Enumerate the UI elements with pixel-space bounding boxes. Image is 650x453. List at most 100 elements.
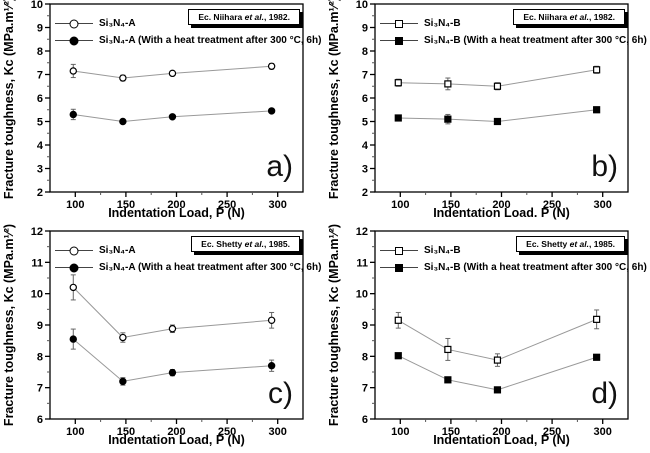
x-tick-label: 200 [492, 426, 510, 438]
x-tick-label: 200 [167, 426, 185, 438]
reference-et-al: et al. [244, 239, 264, 249]
x-tick-label: 150 [442, 199, 460, 211]
chart-panel-d: 100 150 200 250 300 6 7 8 9 10 11 12 Fracture tough… [325, 224, 650, 453]
open-circle-marker-icon [69, 19, 79, 28]
open-square-marker-icon [395, 246, 403, 255]
legend-item: Si₃N₄-B (With a heat treatment after 300… [380, 32, 647, 49]
series-line [73, 65, 272, 79]
reference-text: Ec. Niihara [523, 12, 570, 22]
y-tick-label: 7 [362, 70, 368, 82]
x-tick-label: 100 [66, 426, 84, 438]
reference-et-al: et al. [569, 239, 589, 249]
y-tick-label: 10 [31, 0, 43, 11]
y-tick-label: 5 [37, 117, 43, 129]
data-point-marker [119, 117, 127, 126]
data-point-marker [119, 377, 127, 386]
x-axis-label: Indentation Load, P (N) [108, 433, 245, 447]
y-tick-label: 10 [356, 0, 368, 11]
y-tick-label: 4 [37, 140, 44, 152]
x-axis-label: Indentation Load, P (N) [108, 206, 245, 220]
reference-text: Ec. Shetty [526, 239, 570, 249]
data-point-marker [267, 362, 276, 370]
legend-item: Si₃N₄-A (With a heat treatment after 300… [55, 259, 321, 276]
y-tick-label: 6 [37, 414, 43, 426]
x-tick-label: 100 [66, 199, 84, 211]
y-tick-label: 9 [37, 320, 43, 332]
x-tick-label: 300 [269, 426, 287, 438]
y-tick-label: 11 [31, 257, 43, 269]
chart-plot-a: 100 150 200 250 300 2 3 4 5 6 7 8 9 10 [31, 0, 304, 211]
data-point-marker [593, 106, 601, 114]
y-tick-label: 6 [362, 414, 368, 426]
filled-square-marker-icon [395, 263, 403, 272]
y-tick-label: 9 [362, 320, 368, 332]
legend-label: Si₃N₄-A [99, 245, 136, 256]
y-tick-label: 9 [37, 23, 43, 35]
data-point-marker [69, 110, 77, 119]
x-tick-label: 150 [442, 426, 460, 438]
x-tick-label: 250 [218, 426, 236, 438]
data-point-marker [394, 114, 402, 122]
reference-year: , 1982. [264, 12, 290, 22]
data-point-marker [593, 66, 601, 74]
legend-label: Si₃N₄-A (With a heat treatment after 300… [99, 262, 322, 273]
y-tick-label: 8 [37, 351, 43, 363]
legend: Si₃N₄-A Si₃N₄-A (With a heat treatment a… [55, 15, 321, 49]
data-point-marker [168, 368, 177, 377]
y-tick-label: 6 [362, 93, 368, 105]
chart-plot-c: 100 150 200 250 300 6 7 8 9 10 11 12 [31, 227, 304, 438]
data-point-marker [394, 79, 402, 87]
chart-plot-b: 100 150 200 250 300 2 3 4 5 6 7 8 9 10 [356, 0, 629, 211]
x-tick-label: 250 [218, 199, 236, 211]
y-tick-label: 8 [362, 46, 368, 58]
legend-marker [380, 18, 418, 29]
series-line [398, 355, 597, 391]
data-point-marker [444, 115, 452, 123]
panel-label: c) [268, 377, 293, 410]
reference-box: Ec. Niihara et al., 1982. [513, 9, 625, 25]
data-point-marker [267, 316, 276, 325]
x-tick-label: 250 [543, 199, 561, 211]
filled-circle-marker-icon [69, 263, 79, 272]
data-point-marker [593, 353, 601, 361]
y-tick-label: 2 [37, 187, 43, 199]
legend-label: Si₃N₄-A [99, 18, 136, 29]
y-tick-label: 7 [37, 383, 43, 395]
legend-item: Si₃N₄-B (With a heat treatment after 300… [380, 259, 647, 276]
y-tick-label: 11 [356, 257, 368, 269]
y-axis-label: Fracture toughness, Kc (MPa.m¹⁄²) [327, 223, 341, 427]
x-tick-label: 200 [492, 199, 510, 211]
reference-et-al: et al. [569, 12, 589, 22]
y-tick-label: 3 [37, 164, 43, 176]
legend-item: Si₃N₄-A [55, 242, 321, 259]
x-tick-label: 300 [269, 199, 287, 211]
legend-label: Si₃N₄-B [424, 18, 461, 29]
legend-label: Si₃N₄-B [424, 245, 461, 256]
x-tick-label: 300 [594, 199, 612, 211]
legend-marker [55, 18, 93, 29]
legend-label: Si₃N₄-B (With a heat treatment after 300… [424, 35, 647, 46]
y-tick-label: 5 [362, 117, 368, 129]
reference-year: , 1982. [589, 12, 615, 22]
x-tick-label: 250 [543, 426, 561, 438]
legend-item: Si₃N₄-B [380, 242, 647, 259]
legend-marker [380, 245, 418, 256]
legend: Si₃N₄-B Si₃N₄-B (With a heat treatment a… [380, 15, 647, 49]
legend-label: Si₃N₄-A (With a heat treatment after 300… [99, 35, 322, 46]
data-point-marker [69, 335, 77, 343]
y-tick-label: 7 [362, 383, 368, 395]
data-point-marker [119, 333, 127, 342]
y-tick-label: 3 [362, 164, 368, 176]
data-point-marker [444, 376, 452, 384]
x-tick-label: 150 [117, 199, 135, 211]
y-tick-label: 12 [31, 227, 43, 238]
legend-item: Si₃N₄-B [380, 15, 647, 32]
x-tick-label: 100 [391, 426, 409, 438]
panel-label: b) [591, 150, 618, 183]
series-line [398, 69, 597, 87]
x-tick-label: 150 [117, 426, 135, 438]
x-axis-label: Indentation Load, P (N) [433, 433, 570, 447]
legend: Si₃N₄-B Si₃N₄-B (With a heat treatment a… [380, 242, 647, 276]
y-tick-label: 4 [362, 140, 369, 152]
